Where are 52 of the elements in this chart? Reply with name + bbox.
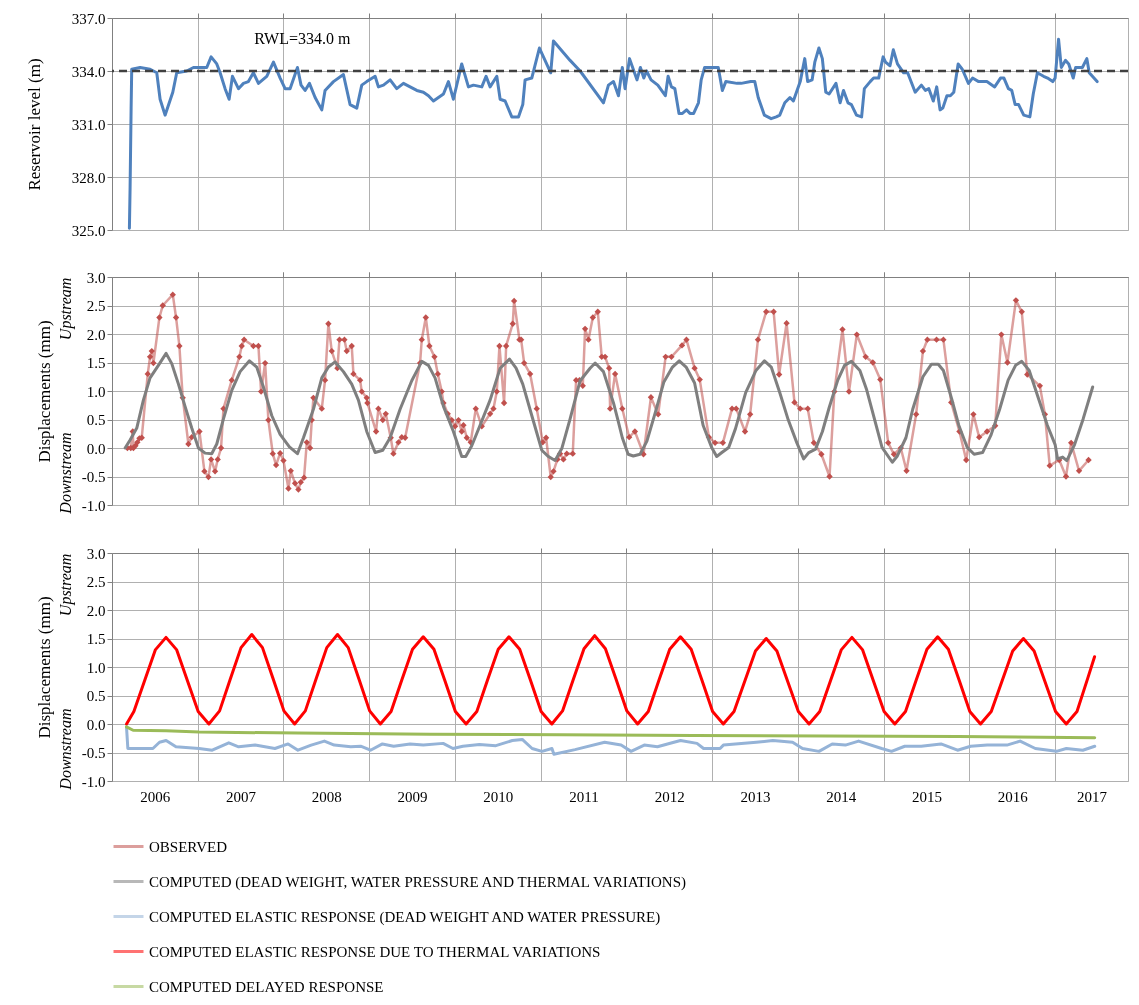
y-tick-label: 1.5 — [86, 355, 106, 371]
y-tick-label: 1.0 — [86, 659, 106, 676]
x-tick-label: 2009 — [397, 788, 428, 805]
y-tick-label: 3.0 — [86, 269, 106, 286]
line-series — [123, 351, 1095, 464]
y-axis-title: Reservoir level (m) — [24, 58, 44, 191]
x-tick-label: 2012 — [654, 788, 685, 805]
y-tick-label: 2.5 — [86, 298, 106, 314]
text: Upstream — [57, 553, 75, 617]
x-tick-label: 2015 — [912, 788, 943, 805]
y-tick-label: 0.0 — [86, 716, 106, 733]
y-tick-label: -1.0 — [81, 497, 106, 514]
y-tick-label: 325.0 — [71, 222, 106, 239]
line-series — [124, 725, 1097, 756]
y-tick-label: 334.0 — [71, 63, 106, 80]
y-axis-title: Displacements (mm) — [34, 320, 54, 463]
y-tick-label: 1.0 — [86, 383, 106, 400]
x-tick-label: 2016 — [997, 788, 1029, 805]
y-tick-label: -0.5 — [81, 745, 106, 761]
y-tick-label: 3.0 — [86, 545, 106, 562]
y-tick-label: 2.0 — [86, 326, 106, 343]
x-tick-label: 2008 — [311, 788, 342, 805]
legend-label: COMPUTED (DEAD WEIGHT, WATER PRESSURE AND THERMAL VARIATIONS) — [149, 873, 686, 891]
text: Downstream — [57, 432, 74, 515]
y-tick-label: 328.0 — [71, 169, 106, 186]
legend-label: COMPUTED ELASTIC RESPONSE DUE TO THERMAL VARIATIONS — [149, 943, 601, 960]
legend-label: COMPUTED DELAYED RESPONSE — [149, 978, 384, 995]
y-tick-label: 0.0 — [86, 440, 106, 457]
x-tick-label: 2007 — [226, 788, 257, 805]
y-axis-title: Displacements (mm) — [34, 596, 54, 739]
x-tick-label: 2006 — [140, 788, 171, 805]
y-tick-label: 331.0 — [71, 116, 106, 133]
x-tick-label: 2013 — [740, 788, 771, 805]
y-tick-label: -1.0 — [81, 773, 106, 790]
text: Upstream — [57, 277, 75, 341]
y-tick-label: 1.5 — [86, 631, 106, 647]
y-tick-label: 2.0 — [86, 602, 106, 619]
x-tick-label: 2011 — [569, 788, 599, 805]
y-tick-label: 2.5 — [86, 574, 106, 590]
y-tick-label: 337.0 — [71, 10, 106, 27]
legend-label: COMPUTED ELASTIC RESPONSE (DEAD WEIGHT AND WATER PRESSURE) — [149, 908, 661, 926]
y-tick-label: 0.5 — [86, 688, 106, 704]
x-tick-label: 2010 — [483, 788, 514, 805]
y-tick-label: 0.5 — [86, 412, 106, 428]
x-tick-label: 2017 — [1077, 788, 1108, 805]
ref-line-label: RWL=334.0 m — [254, 30, 351, 47]
line-series — [124, 725, 1097, 740]
text: Downstream — [57, 708, 74, 791]
line-series — [125, 633, 1097, 726]
legend-label: OBSERVED — [149, 838, 228, 855]
x-tick-label: 2014 — [826, 788, 857, 805]
y-tick-label: -0.5 — [81, 469, 106, 485]
